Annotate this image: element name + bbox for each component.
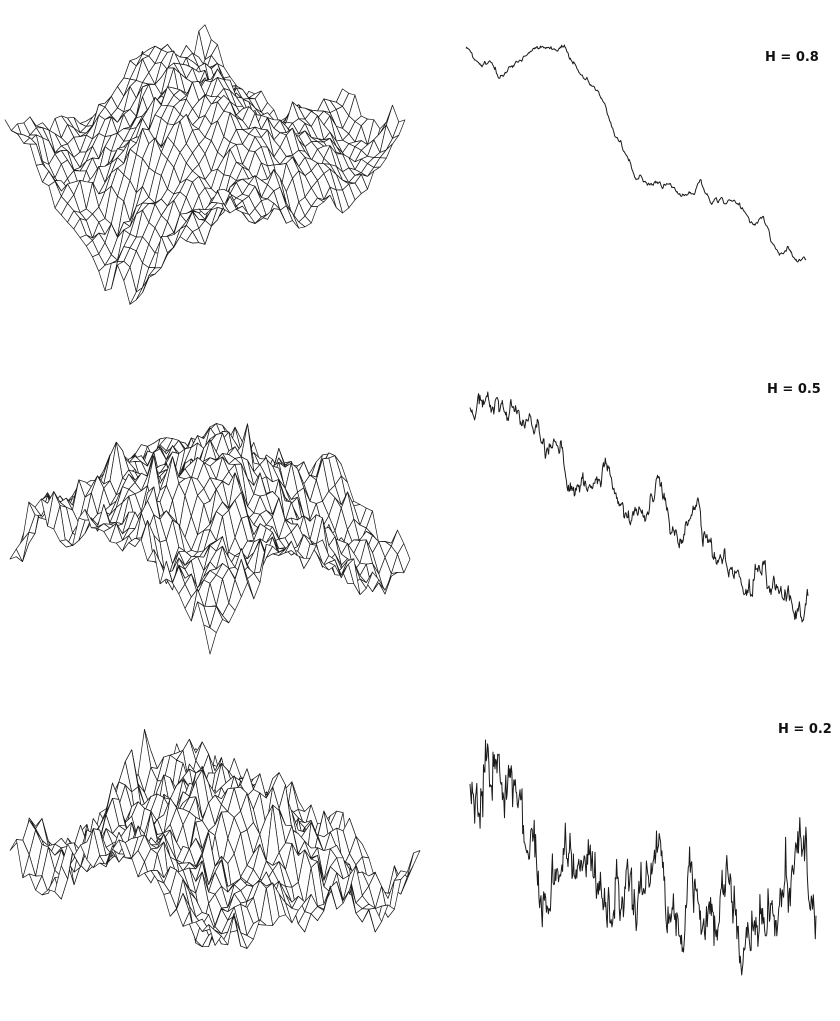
panel-2-surface-mesh <box>9 423 411 655</box>
panel-2-hurst-label: H = 0.5 <box>767 382 821 397</box>
panel-1-profile-trace <box>465 44 807 263</box>
panel-3-surface-mesh <box>9 729 421 949</box>
mesh-cell <box>198 208 212 216</box>
mesh-cell <box>208 924 222 946</box>
panel-1-surface-mesh <box>4 24 406 305</box>
panel-1-hurst-label: H = 0.8 <box>765 50 819 65</box>
panel-2-profile-trace <box>469 391 809 623</box>
mesh-cell <box>406 850 421 878</box>
panel-3-profile-trace <box>469 739 817 976</box>
mesh-cell <box>203 624 217 655</box>
panel-3-hurst-label: H = 0.2 <box>778 722 832 737</box>
